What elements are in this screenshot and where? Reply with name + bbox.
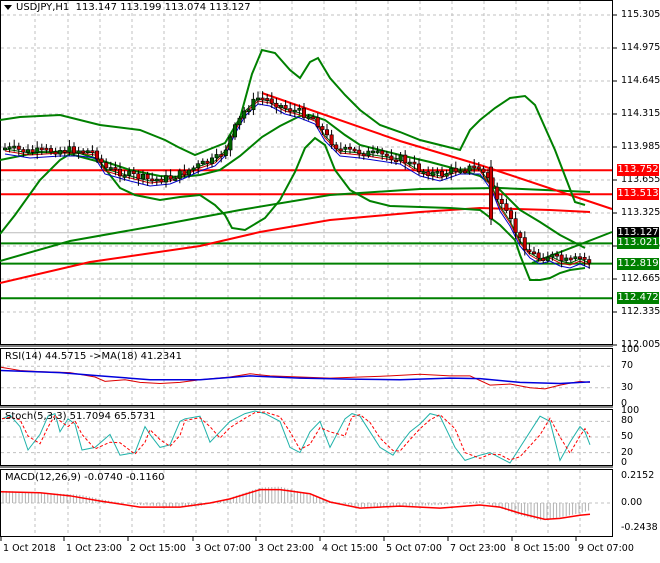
indicator-tick: 70 [621,360,634,372]
indicator-tick: 80 [621,415,634,427]
time-tick: 3 Oct 23:00 [258,543,314,554]
rsi-plot [0,366,591,390]
indicator-tick: 0.00 [621,497,643,508]
macd-label: MACD(12,26,9) -0.0740 -0.1160 [5,472,165,483]
grid-lines [1,1,612,536]
stoch-plot-border [0,409,613,466]
price-tick: 114.315 [621,108,660,119]
indicator-tick: 50 [621,431,634,442]
macd-plot [0,486,591,521]
rsi-plot-border [0,348,613,406]
indicator-tick: 30 [621,381,634,393]
axis-ticks [0,14,617,541]
time-tick: 4 Oct 15:00 [322,543,378,554]
price-level-tag: 113.752 [617,164,659,177]
price-level-tag: 113.021 [617,237,659,250]
time-tick: 1 Oct 23:00 [66,543,122,554]
price-tick: 112.665 [621,273,660,284]
price-tick: 113.325 [621,207,660,218]
time-tick: 5 Oct 07:00 [386,543,442,554]
indicator-tick: 20 [621,446,634,458]
indicator-tick: 0.2152 [621,470,655,481]
time-tick: 7 Oct 23:00 [450,543,506,554]
indicator-tick: 100 [621,344,640,355]
stoch-label: Stoch(5,3,3) 51.7094 65.5731 [5,411,156,422]
time-tick: 1 Oct 2018 [3,543,56,554]
price-tick: 114.645 [621,75,660,86]
collapse-triangle-icon[interactable] [4,4,12,10]
price-tick: 112.335 [621,306,660,317]
price-tick: 113.655 [621,174,660,185]
indicator-tick: 0 [621,457,628,468]
rsi-label: RSI(14) 44.5715 ->MA(18) 41.2341 [5,351,182,362]
main-plot-border [0,0,613,345]
symbol-timeframe: USDJPY,H1 [16,2,70,13]
time-tick: 3 Oct 07:00 [195,543,251,554]
ohlc-values: 113.147 113.199 113.074 113.127 [75,2,251,13]
price-tick: 114.975 [621,42,660,53]
indicator-tick: 0 [621,398,628,409]
macd-plot-border [0,469,613,537]
time-tick: 9 Oct 07:00 [578,543,634,554]
chart-header: USDJPY,H1 113.147 113.199 113.074 113.12… [4,2,251,13]
price-tick: 113.985 [621,141,660,152]
time-tick: 8 Oct 15:00 [514,543,570,554]
indicator-tick: 100 [621,405,640,416]
price-level-tag: 112.819 [617,257,659,270]
time-tick: 2 Oct 15:00 [130,543,186,554]
price-tick: 112.005 [621,339,660,350]
price-level-tag: 113.513 [617,188,659,201]
price-tick: 115.305 [621,9,660,20]
price-level-tag: 112.472 [617,292,659,305]
indicator-tick: -0.2438 [621,522,658,533]
price-plot [0,48,613,300]
price-level-tag: 113.127 [617,226,659,239]
stoch-plot [1,410,591,464]
